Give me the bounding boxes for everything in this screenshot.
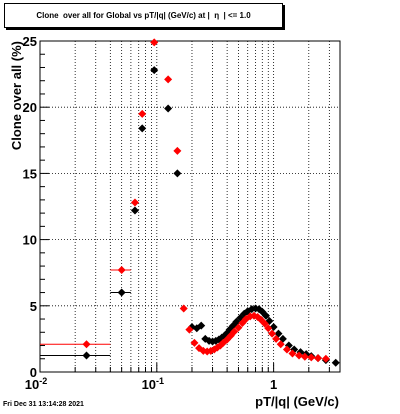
tick-labels: 0 5 10 15 20 25 10-2 10-1 1 <box>23 34 278 392</box>
data-point <box>150 66 159 75</box>
data-point <box>264 324 273 333</box>
y-axis-label: Clone over all (%) <box>9 41 24 150</box>
y-tick-label: 25 <box>23 34 37 49</box>
data-point <box>173 146 182 155</box>
data-point <box>295 351 304 360</box>
timestamp-footer: Fri Dec 31 13:14:28 2021 <box>3 401 84 408</box>
data-point <box>331 358 340 367</box>
data-point <box>276 340 285 349</box>
x-axis-label: pT/|q| (GeV/c) <box>255 394 339 409</box>
data-point <box>179 304 188 313</box>
data-point <box>282 345 291 354</box>
data-point <box>314 354 323 363</box>
data-point <box>138 109 147 118</box>
x-tick-label: 10-1 <box>142 376 164 392</box>
chart-title: Clone over all for Global vs pT/|q| (GeV… <box>4 3 283 28</box>
data-point <box>164 104 173 113</box>
data-point <box>234 323 243 332</box>
plot-frame <box>39 40 341 373</box>
data-point <box>117 288 126 297</box>
data-point <box>138 124 147 133</box>
x-tick-label: 1 <box>270 377 277 392</box>
data-point <box>173 169 182 178</box>
data-point <box>269 322 278 331</box>
data-point <box>82 351 91 360</box>
data-point <box>268 329 277 338</box>
axis-ticks <box>39 40 330 373</box>
data-point <box>82 340 91 349</box>
y-tick-label: 10 <box>23 233 37 248</box>
x-tick-label: 10-2 <box>25 376 47 392</box>
grid-lines <box>39 41 340 372</box>
data-point <box>288 349 297 358</box>
data-point <box>130 206 139 215</box>
data-point <box>185 325 194 334</box>
data-point <box>190 338 199 347</box>
data-point <box>272 334 281 343</box>
data-point <box>260 319 269 328</box>
data-point <box>307 353 316 362</box>
data-point <box>230 327 239 336</box>
data-point <box>321 354 330 363</box>
data-point <box>130 198 139 207</box>
data-points <box>82 38 340 367</box>
y-tick-label: 20 <box>23 100 37 115</box>
data-point <box>117 266 126 275</box>
data-point <box>164 75 173 84</box>
data-point <box>197 321 206 330</box>
y-tick-label: 0 <box>30 365 37 380</box>
data-point <box>261 311 270 320</box>
data-point <box>232 317 241 326</box>
data-point <box>300 352 309 361</box>
y-tick-label: 5 <box>30 299 37 314</box>
data-point <box>150 38 159 47</box>
y-tick-label: 15 <box>23 166 37 181</box>
data-point <box>250 311 259 320</box>
